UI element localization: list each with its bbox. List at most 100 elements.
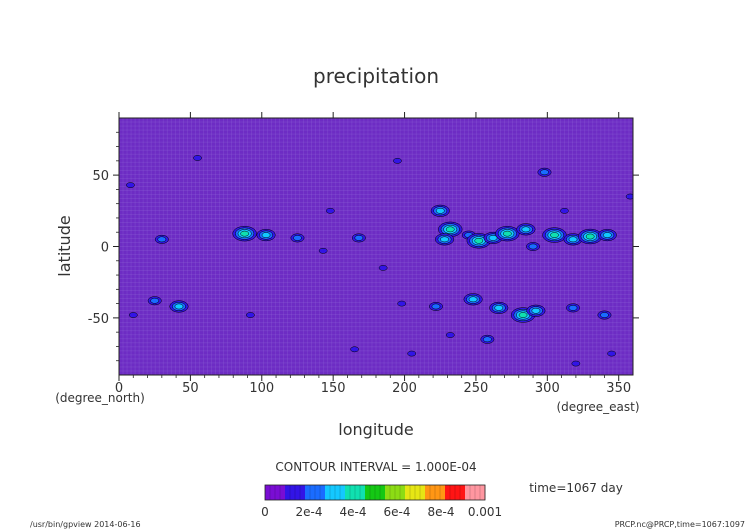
precip-contour — [518, 312, 528, 318]
colorbar-swatch — [385, 485, 406, 500]
x-axis-ticks: 0 50 100 150 200 250 300 350 — [115, 112, 631, 396]
precip-contour — [528, 243, 538, 250]
precip-cell — [489, 301, 509, 314]
colorbar-swatch — [285, 485, 306, 500]
precip-cell — [351, 233, 366, 243]
precip-cell — [256, 229, 276, 242]
precip-contour — [128, 312, 138, 318]
footer-left: /usr/bin/gpview 2014-06-16 — [30, 520, 141, 529]
precip-cell — [147, 296, 162, 306]
y-tick-label: 50 — [92, 169, 109, 184]
precip-cell — [430, 204, 450, 217]
precip-cell — [169, 300, 189, 313]
precip-contour — [157, 236, 167, 243]
colorbar-tick-label: 0.001 — [468, 505, 502, 519]
precip-cell — [434, 233, 455, 246]
precip-cell — [126, 182, 135, 188]
precip-contour — [174, 303, 184, 310]
precip-cell — [429, 302, 443, 311]
contour-interval-label: CONTOUR INTERVAL = 1.000E-04 — [275, 460, 476, 474]
precip-contour — [600, 312, 609, 318]
precip-cell — [495, 226, 520, 242]
precip-cell — [566, 303, 580, 313]
precip-contour — [431, 303, 441, 310]
y-axis-ticks: -50 0 50 — [88, 131, 639, 362]
colorbar-swatch — [265, 485, 286, 500]
precip-cell — [438, 221, 463, 238]
precip-cell — [537, 167, 552, 177]
precip-contour — [494, 305, 504, 311]
colorbar-swatch — [405, 485, 426, 500]
colorbar-swatch — [365, 485, 386, 500]
precip-contour — [246, 312, 255, 318]
precip-contour — [550, 232, 559, 238]
precip-cell — [571, 360, 581, 367]
precip-contour — [607, 350, 616, 357]
precip-cell — [597, 229, 617, 242]
precip-cell — [480, 334, 495, 344]
colorbar-tick-label: 0 — [261, 505, 269, 519]
precip-cell — [516, 223, 536, 236]
precip-contour — [531, 307, 541, 314]
precip-contour — [407, 350, 417, 357]
precip-cell — [318, 247, 328, 254]
precip-contour — [483, 336, 492, 343]
precip-cell — [407, 350, 417, 357]
plot-grid — [119, 118, 633, 375]
precip-contour — [240, 230, 249, 237]
y-unit-label: (degree_north) — [55, 391, 145, 405]
precip-cell — [578, 228, 603, 245]
colorbar-swatch — [305, 485, 326, 500]
precip-cell — [607, 350, 616, 357]
x-tick-label: 50 — [182, 381, 199, 396]
y-axis-label: latitude — [55, 215, 74, 276]
x-tick-label: 200 — [392, 381, 417, 396]
chart-title: precipitation — [313, 64, 439, 88]
precip-contour — [193, 155, 202, 161]
precip-contour — [468, 296, 478, 303]
precip-contour — [293, 235, 302, 241]
precip-contour — [568, 305, 578, 311]
precip-contour — [521, 226, 531, 233]
footer-right: PRCP.nc@PRCP,time=1067:1097 — [615, 520, 745, 529]
colorbar-tick-label: 6e-4 — [384, 505, 411, 519]
precip-cell — [560, 207, 569, 214]
x-tick-label: 100 — [249, 381, 274, 396]
precip-cell — [378, 265, 388, 271]
precip-cell — [563, 233, 583, 246]
precip-contour — [354, 235, 364, 241]
precip-contour — [318, 247, 328, 254]
colorbar-ticks: 0 2e-4 4e-4 6e-4 8e-4 0.001 — [261, 505, 502, 519]
precip-contour — [397, 300, 407, 307]
precip-cell — [350, 346, 359, 353]
precip-contour — [393, 157, 402, 164]
colorbar-swatch — [425, 485, 446, 500]
precip-cell — [393, 157, 402, 164]
colorbar-swatch — [345, 485, 366, 500]
precip-cell — [625, 193, 633, 200]
y-tick-label: -50 — [88, 312, 109, 327]
precip-cell — [445, 332, 455, 338]
x-unit-label: (degree_east) — [556, 400, 639, 414]
precip-contour — [440, 236, 449, 243]
colorbar-frame — [264, 484, 486, 501]
precip-cell — [246, 312, 255, 318]
precip-cell — [154, 234, 169, 244]
precip-contour — [325, 207, 335, 214]
precip-contour — [378, 265, 388, 271]
precip-contour — [585, 233, 595, 240]
time-label: time=1067 day — [529, 481, 623, 495]
colorbar-swatch — [325, 485, 346, 500]
y-tick-label: 0 — [101, 241, 109, 256]
precip-contour — [560, 207, 569, 214]
precip-contour — [126, 182, 135, 188]
precip-contour — [261, 232, 271, 238]
precip-contour — [350, 346, 359, 353]
precip-cell — [597, 310, 612, 320]
colorbar-swatch — [465, 485, 486, 500]
colorbar-tick-label: 8e-4 — [428, 505, 455, 519]
colorbar-swatch — [445, 485, 466, 500]
precip-regions — [126, 155, 633, 367]
x-tick-label: 0 — [115, 381, 123, 396]
